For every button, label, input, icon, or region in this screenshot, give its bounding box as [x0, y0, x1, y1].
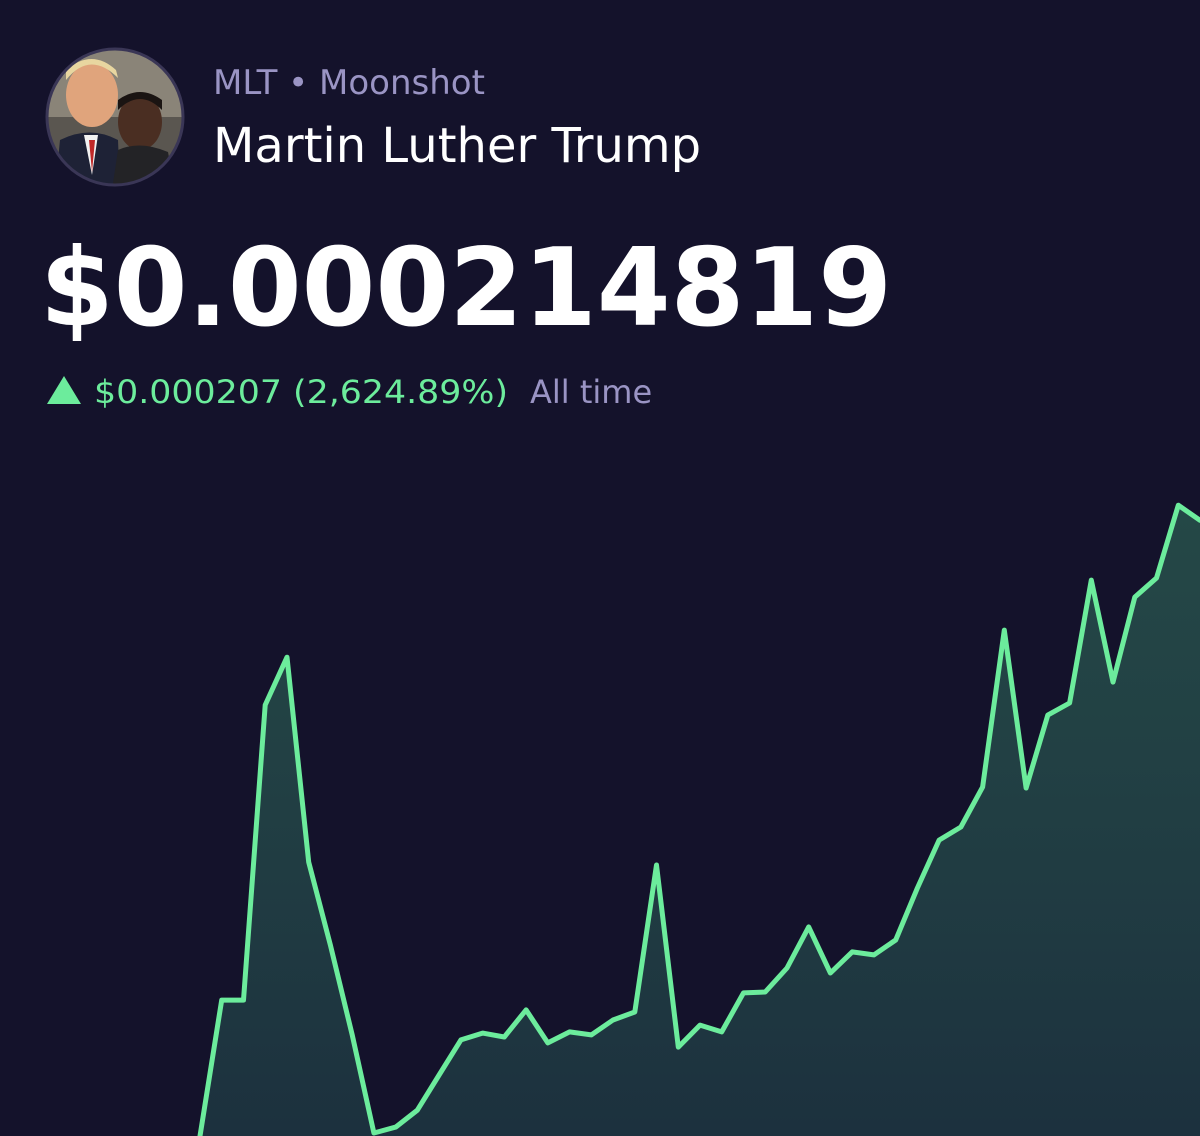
- change-period: All time: [530, 373, 652, 411]
- change-amount: $0.000207 (2,624.89%): [94, 373, 508, 411]
- price-chart: [197, 502, 1200, 1136]
- price-line: [197, 502, 1200, 1136]
- area-fill: [200, 505, 1200, 1136]
- price: $0.000214819: [40, 226, 892, 351]
- up-arrow-icon: [47, 376, 81, 404]
- subtitle: MLT • Moonshot: [213, 63, 485, 103]
- token-name: Martin Luther Trump: [213, 118, 701, 174]
- avatar-ring: [45, 47, 185, 187]
